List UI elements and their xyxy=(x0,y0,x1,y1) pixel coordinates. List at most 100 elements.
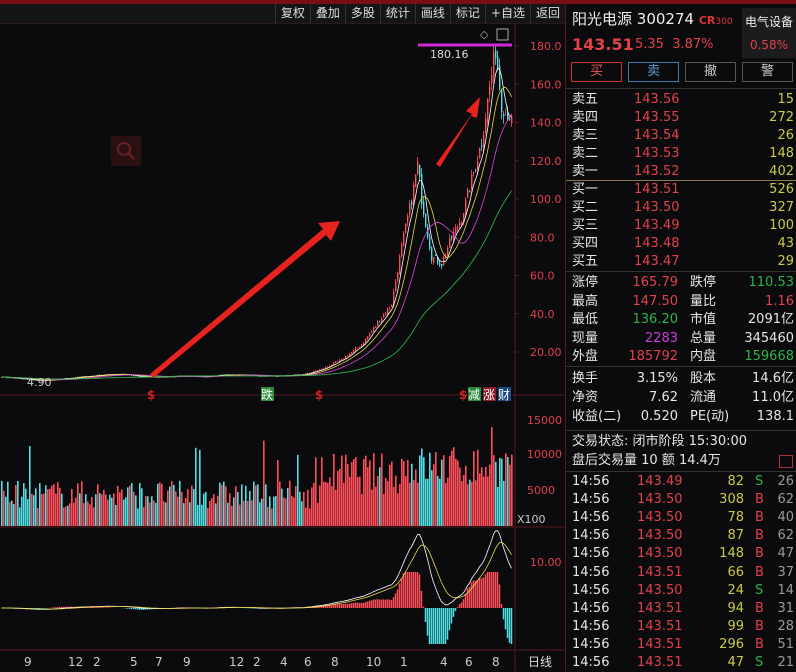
candle xyxy=(313,371,315,373)
candle xyxy=(305,373,307,375)
quote-panel: 阳光电源 300274 CR300 143.51 5.35 3.87% 电气设备… xyxy=(565,0,796,671)
candle xyxy=(353,349,355,353)
candle xyxy=(437,257,439,264)
volume-bar xyxy=(371,489,373,526)
volume-bar xyxy=(441,459,443,526)
fund-value: 14.6亿 xyxy=(752,371,794,386)
volume-bar xyxy=(9,501,11,526)
candle xyxy=(401,244,403,257)
volume-bar xyxy=(105,494,107,526)
sector-box[interactable]: 电气设备 0.58% xyxy=(742,8,796,58)
volume-bar xyxy=(135,495,137,526)
search-icon[interactable] xyxy=(111,136,141,166)
volume-bar xyxy=(161,483,163,526)
period-label[interactable]: 日线 xyxy=(528,655,552,669)
bid-volume: 29 xyxy=(777,254,794,269)
candle xyxy=(367,336,369,340)
candle xyxy=(315,370,317,372)
candle xyxy=(369,333,371,336)
tick-volume: 66 xyxy=(727,564,744,580)
tick-volume: 78 xyxy=(727,510,744,526)
volume-bar xyxy=(109,494,111,526)
dea-line xyxy=(1,541,512,610)
tick-side: S xyxy=(755,582,764,598)
candle xyxy=(415,174,417,187)
toolbar-mark[interactable]: 标记 xyxy=(449,4,485,23)
alert-button[interactable]: 警 xyxy=(742,62,793,82)
volume-bar xyxy=(353,458,355,526)
stat-label: 最高 xyxy=(572,293,599,309)
volume-bar xyxy=(271,508,273,526)
cancel-order-button[interactable]: 撤 xyxy=(685,62,736,82)
tick-volume: 99 xyxy=(727,618,744,634)
candle xyxy=(493,52,495,77)
event-marker[interactable]: $ xyxy=(459,388,467,402)
event-marker[interactable]: 涨 xyxy=(483,387,495,402)
volume-bar xyxy=(95,494,97,526)
toolbar-adjust[interactable]: 复权 xyxy=(274,4,310,23)
toolbar-multi-stock[interactable]: 多股 xyxy=(344,4,380,23)
candle xyxy=(375,326,377,328)
event-marker[interactable]: 跌 xyxy=(261,387,273,402)
tick-count: 47 xyxy=(777,546,794,562)
sell-button[interactable]: 卖 xyxy=(628,62,679,82)
fund-value: 7.62 xyxy=(649,390,678,405)
toolbar-add-watchlist[interactable]: +自选 xyxy=(484,4,530,23)
volume-bar xyxy=(243,500,245,526)
volume-bar xyxy=(17,480,19,526)
panel-toggle-icon[interactable] xyxy=(496,28,509,41)
event-marker[interactable]: $ xyxy=(315,388,323,402)
tick-volume: 87 xyxy=(727,528,744,544)
time-tick: 4 xyxy=(440,655,448,669)
toolbar-draw-line[interactable]: 画线 xyxy=(414,4,450,23)
bid-label: 买四 xyxy=(572,236,599,251)
volume-bar xyxy=(373,453,375,526)
toolbar-back[interactable]: 返回 xyxy=(529,4,565,23)
bid-price: 143.50 xyxy=(634,200,680,215)
toolbar-statistics[interactable]: 统计 xyxy=(379,4,415,23)
volume-tick: 10000 xyxy=(527,448,562,461)
event-marker[interactable]: 减 xyxy=(468,388,480,402)
diamond-icon[interactable]: ◇ xyxy=(480,28,489,41)
ask-row: 卖二 143.53 148 xyxy=(572,145,794,163)
volume-bar xyxy=(401,459,403,526)
volume-bar xyxy=(395,475,397,526)
stat-value: 2091亿 xyxy=(747,312,794,327)
tick-side: B xyxy=(755,636,764,652)
stat-row: 最低 136.20 市值 2091亿 xyxy=(572,311,794,329)
tick-count: 14 xyxy=(777,582,794,598)
buy-button[interactable]: 买 xyxy=(571,62,622,82)
chart-icon[interactable] xyxy=(779,455,793,468)
volume-bar xyxy=(31,493,33,526)
volume-bar xyxy=(457,460,459,526)
volume-bar xyxy=(235,486,237,526)
event-marker[interactable]: 财 xyxy=(498,388,510,402)
toolbar-overlay[interactable]: 叠加 xyxy=(309,4,345,23)
tick-price: 143.50 xyxy=(637,528,683,544)
volume-bar xyxy=(269,496,271,526)
volume-bar xyxy=(399,484,401,526)
candle xyxy=(19,378,21,380)
volume-bar xyxy=(481,467,483,526)
event-markers[interactable]: $ 跌 $ $ 减涨财 xyxy=(147,387,511,402)
time-tick: 8 xyxy=(331,655,339,669)
volume-bar xyxy=(77,483,79,526)
volume-bar xyxy=(89,504,91,526)
volume-tick: 15000 xyxy=(527,414,562,427)
volume-bar xyxy=(311,487,313,526)
volume-bar xyxy=(313,482,315,526)
volume-bar xyxy=(443,455,445,526)
volume-bar xyxy=(159,482,161,526)
volume-bar xyxy=(391,461,393,526)
ask-price: 143.52 xyxy=(634,164,680,179)
kline-chart[interactable]: 180.0 160.0 140.0 120.0 100.0 80.0 60.0 40.0 20.… xyxy=(0,24,565,671)
volume-bar xyxy=(375,486,377,526)
bid-price: 143.49 xyxy=(634,218,680,233)
volume-bar xyxy=(239,504,241,526)
volume-bar xyxy=(127,487,129,526)
volume-bar xyxy=(125,497,127,526)
event-marker-bg xyxy=(498,387,511,401)
tick-side: B xyxy=(755,618,764,634)
event-marker[interactable]: $ xyxy=(147,388,155,402)
tick-volume: 82 xyxy=(727,474,744,489)
